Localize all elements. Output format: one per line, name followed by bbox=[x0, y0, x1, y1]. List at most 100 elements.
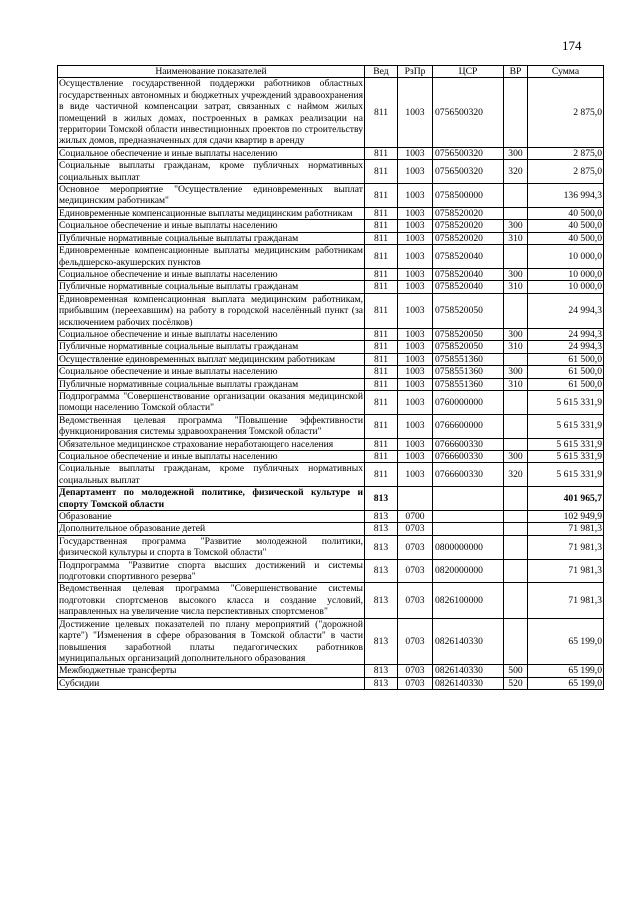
header-rzpr: РзПр bbox=[397, 64, 433, 79]
cell-sum: 10 000,0 bbox=[527, 280, 604, 294]
cell-name: Публичные нормативные социальные выплаты… bbox=[57, 231, 365, 246]
cell-sum: 61 500,0 bbox=[527, 352, 604, 367]
cell-name: Единовременные компенсационные выплаты м… bbox=[57, 206, 365, 221]
cell-vr bbox=[503, 486, 528, 512]
table-row: Подпрограмма "Совершенствование организа… bbox=[57, 389, 604, 415]
cell-rzpr: 1003 bbox=[397, 413, 433, 439]
table-row: Единовременные компенсационные выплаты м… bbox=[57, 244, 604, 269]
header-vr: ВР bbox=[503, 64, 528, 79]
cell-rzpr: 0703 bbox=[397, 617, 433, 666]
cell-vr: 300 bbox=[503, 327, 528, 342]
cell-rzpr: 1003 bbox=[397, 352, 433, 367]
cell-rzpr: 1003 bbox=[397, 462, 433, 488]
cell-name: Департамент по молодежной политике, физи… bbox=[57, 486, 365, 512]
cell-name: Социальное обеспечение и иные выплаты на… bbox=[57, 365, 365, 379]
cell-csr: 0756500320 bbox=[432, 159, 504, 185]
cell-sum: 71 981,3 bbox=[527, 534, 604, 560]
cell-sum: 40 500,0 bbox=[527, 219, 604, 233]
cell-name: Социальные выплаты гражданам, кроме публ… bbox=[57, 462, 365, 488]
cell-vr: 310 bbox=[503, 280, 528, 294]
cell-vr: 300 bbox=[503, 267, 528, 282]
cell-rzpr: 1003 bbox=[397, 327, 433, 342]
cell-csr: 0826140330 bbox=[432, 676, 504, 691]
cell-ved: 811 bbox=[364, 206, 398, 221]
table-row: Социальное обеспечение и иные выплаты на… bbox=[57, 267, 604, 282]
header-sum: Сумма bbox=[527, 64, 604, 79]
cell-csr: 0766600000 bbox=[432, 413, 504, 439]
table-row: Департамент по молодежной политике, физи… bbox=[57, 486, 604, 512]
cell-csr: 0758520040 bbox=[432, 244, 504, 269]
cell-rzpr: 1003 bbox=[397, 219, 433, 233]
cell-rzpr: 1003 bbox=[397, 437, 433, 452]
cell-sum: 24 994,3 bbox=[527, 292, 604, 329]
cell-vr bbox=[503, 534, 528, 560]
table-row: Публичные нормативные социальные выплаты… bbox=[57, 280, 604, 294]
cell-rzpr: 1003 bbox=[397, 159, 433, 185]
cell-ved: 811 bbox=[364, 437, 398, 452]
cell-name: Образование bbox=[57, 510, 365, 524]
cell-vr bbox=[503, 413, 528, 439]
cell-sum: 2 875,0 bbox=[527, 146, 604, 161]
cell-ved: 813 bbox=[364, 617, 398, 666]
cell-rzpr: 1003 bbox=[397, 365, 433, 379]
table-row: Публичные нормативные социальные выплаты… bbox=[57, 231, 604, 246]
cell-sum: 5 615 331,9 bbox=[527, 449, 604, 464]
cell-rzpr: 0703 bbox=[397, 534, 433, 560]
cell-vr bbox=[503, 244, 528, 269]
cell-csr bbox=[432, 486, 504, 512]
cell-csr: 0758520040 bbox=[432, 280, 504, 294]
cell-csr: 0758520050 bbox=[432, 327, 504, 342]
cell-vr: 520 bbox=[503, 676, 528, 691]
cell-name: Осуществление государственной поддержки … bbox=[57, 77, 365, 148]
header-name: Наименование показателей bbox=[57, 64, 365, 79]
cell-vr: 320 bbox=[503, 462, 528, 488]
cell-name: Публичные нормативные социальные выплаты… bbox=[57, 280, 365, 294]
cell-vr bbox=[503, 352, 528, 367]
table-row: Социальное обеспечение и иные выплаты на… bbox=[57, 219, 604, 233]
cell-ved: 811 bbox=[364, 389, 398, 415]
cell-rzpr: 1003 bbox=[397, 449, 433, 464]
cell-sum: 65 199,0 bbox=[527, 676, 604, 691]
table-row: Социальное обеспечение и иные выплаты на… bbox=[57, 327, 604, 342]
cell-csr: 0758500000 bbox=[432, 183, 504, 208]
cell-rzpr: 0703 bbox=[397, 558, 433, 584]
cell-vr bbox=[503, 617, 528, 666]
cell-csr bbox=[432, 522, 504, 536]
table-row: Ведомственная целевая программа "Соверше… bbox=[57, 582, 604, 619]
cell-ved: 813 bbox=[364, 664, 398, 678]
cell-csr bbox=[432, 510, 504, 524]
cell-name: Единовременная компенсационная выплата м… bbox=[57, 292, 365, 329]
table-row: Обязательное медицинское страхование нер… bbox=[57, 437, 604, 452]
cell-vr: 300 bbox=[503, 365, 528, 379]
table-row: Осуществление единовременных выплат меди… bbox=[57, 352, 604, 367]
cell-csr: 0756500320 bbox=[432, 146, 504, 161]
table-row: Достижение целевых показателей по плану … bbox=[57, 617, 604, 666]
cell-sum: 10 000,0 bbox=[527, 244, 604, 269]
cell-sum: 136 994,3 bbox=[527, 183, 604, 208]
cell-sum: 5 615 331,9 bbox=[527, 413, 604, 439]
cell-sum: 24 994,3 bbox=[527, 340, 604, 354]
cell-ved: 811 bbox=[364, 449, 398, 464]
cell-name: Социальное обеспечение и иные выплаты на… bbox=[57, 146, 365, 161]
cell-vr: 300 bbox=[503, 449, 528, 464]
cell-csr: 0760000000 bbox=[432, 389, 504, 415]
table-row: Социальные выплаты гражданам, кроме публ… bbox=[57, 462, 604, 488]
table-row: Межбюджетные трансферты 813 0703 0826140330… bbox=[57, 664, 604, 678]
table-row: Социальные выплаты гражданам, кроме публ… bbox=[57, 159, 604, 185]
cell-csr: 0758520020 bbox=[432, 231, 504, 246]
cell-sum: 71 981,3 bbox=[527, 558, 604, 584]
cell-vr: 310 bbox=[503, 231, 528, 246]
cell-ved: 811 bbox=[364, 340, 398, 354]
cell-name: Социальные выплаты гражданам, кроме публ… bbox=[57, 159, 365, 185]
cell-name: Обязательное медицинское страхование нер… bbox=[57, 437, 365, 452]
cell-ved: 813 bbox=[364, 676, 398, 691]
cell-rzpr: 1003 bbox=[397, 340, 433, 354]
cell-name: Социальное обеспечение и иные выплаты на… bbox=[57, 219, 365, 233]
cell-sum: 10 000,0 bbox=[527, 267, 604, 282]
cell-ved: 811 bbox=[364, 244, 398, 269]
cell-rzpr: 1003 bbox=[397, 146, 433, 161]
cell-rzpr: 1003 bbox=[397, 267, 433, 282]
table-row: Ведомственная целевая программа "Повышен… bbox=[57, 413, 604, 439]
cell-sum: 61 500,0 bbox=[527, 365, 604, 379]
cell-sum: 5 615 331,9 bbox=[527, 462, 604, 488]
